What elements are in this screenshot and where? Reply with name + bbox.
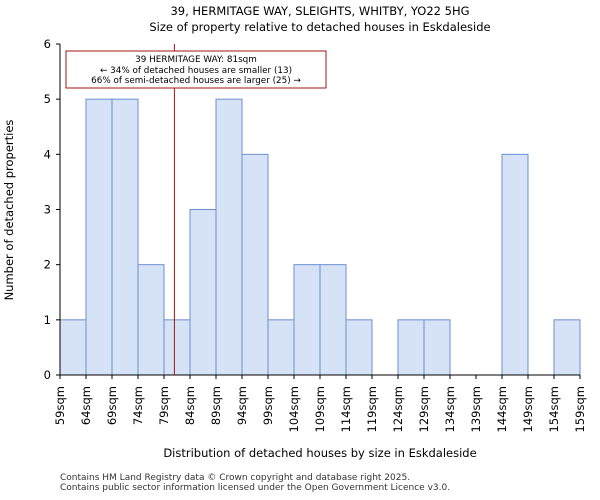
x-tick-label-84sqm: 84sqm xyxy=(183,386,197,425)
bar-74sqm xyxy=(137,264,165,376)
x-tick-label-94sqm: 94sqm xyxy=(235,386,249,425)
x-tick-label-149sqm: 149sqm xyxy=(521,386,535,432)
bar-89sqm xyxy=(215,98,243,376)
x-tick-label-69sqm: 69sqm xyxy=(105,386,119,425)
x-tick-label-114sqm: 114sqm xyxy=(339,386,353,432)
bar-124sqm xyxy=(397,319,425,376)
x-tick-label-159sqm: 159sqm xyxy=(573,386,587,432)
y-tick-label-5: 5 xyxy=(44,92,51,106)
y-tick-label-1: 1 xyxy=(44,313,51,327)
footer-line-1: Contains HM Land Registry data © Crown c… xyxy=(60,473,411,483)
bar-79sqm xyxy=(163,319,191,376)
y-axis: 0 1 2 3 4 5 6 xyxy=(44,37,61,382)
x-tick-label-74sqm: 74sqm xyxy=(131,386,145,425)
x-tick-label-129sqm: 129sqm xyxy=(417,386,431,432)
annotation-line-2: ← 34% of detached houses are smaller (13… xyxy=(100,66,292,76)
x-tick-label-154sqm: 154sqm xyxy=(547,386,561,432)
x-tick-label-119sqm: 119sqm xyxy=(365,386,379,432)
y-tick-label-3: 3 xyxy=(44,203,51,217)
marker-group: 39 HERMITAGE WAY: 81sqm← 34% of detached… xyxy=(65,44,327,375)
bar-69sqm xyxy=(111,98,139,376)
x-axis-label: Distribution of detached houses by size … xyxy=(163,446,476,460)
y-tick-label-0: 0 xyxy=(44,368,51,382)
x-tick-label-89sqm: 89sqm xyxy=(209,386,223,425)
bar-129sqm xyxy=(423,319,451,376)
bar-99sqm xyxy=(267,319,295,376)
bar-59sqm xyxy=(59,319,87,376)
bar-64sqm xyxy=(85,98,113,376)
x-tick-label-64sqm: 64sqm xyxy=(79,386,93,425)
x-axis: 59sqm 64sqm 69sqm 74sqm 79sqm 84sqm 89sqm 94sqm… xyxy=(53,374,587,432)
x-tick-label-134sqm: 134sqm xyxy=(443,386,457,432)
x-tick-label-139sqm: 139sqm xyxy=(469,386,483,432)
x-tick-label-99sqm: 99sqm xyxy=(261,386,275,425)
y-tick-label-4: 4 xyxy=(44,147,51,161)
chart-subtitle: Size of property relative to detached ho… xyxy=(149,20,490,34)
y-tick-label-6: 6 xyxy=(44,37,51,51)
annotation-line-1: 39 HERMITAGE WAY: 81sqm xyxy=(135,55,257,65)
annotation-box xyxy=(65,50,327,89)
x-tick-label-59sqm: 59sqm xyxy=(53,386,67,425)
y-axis-label: Number of detached properties xyxy=(2,120,16,301)
y-tick-label-2: 2 xyxy=(44,258,51,272)
bar-154sqm xyxy=(553,319,581,376)
bar-114sqm xyxy=(345,319,373,376)
x-tick-label-124sqm: 124sqm xyxy=(391,386,405,432)
x-tick-label-144sqm: 144sqm xyxy=(495,386,509,432)
x-tick-label-109sqm: 109sqm xyxy=(313,386,327,432)
bar-94sqm xyxy=(241,153,269,376)
x-tick-label-104sqm: 104sqm xyxy=(287,386,301,432)
footer-line-2: Contains public sector information licen… xyxy=(60,483,451,493)
x-tick-label-79sqm: 79sqm xyxy=(157,386,171,425)
chart-title: 39, HERMITAGE WAY, SLEIGHTS, WHITBY, YO2… xyxy=(170,4,469,18)
bar-84sqm xyxy=(189,209,217,376)
bar-144sqm xyxy=(501,153,529,376)
annotation-line-3: 66% of semi-detached houses are larger (… xyxy=(91,76,301,86)
bar-104sqm xyxy=(293,264,321,376)
bar-109sqm xyxy=(319,264,347,376)
bars-group xyxy=(59,98,581,376)
